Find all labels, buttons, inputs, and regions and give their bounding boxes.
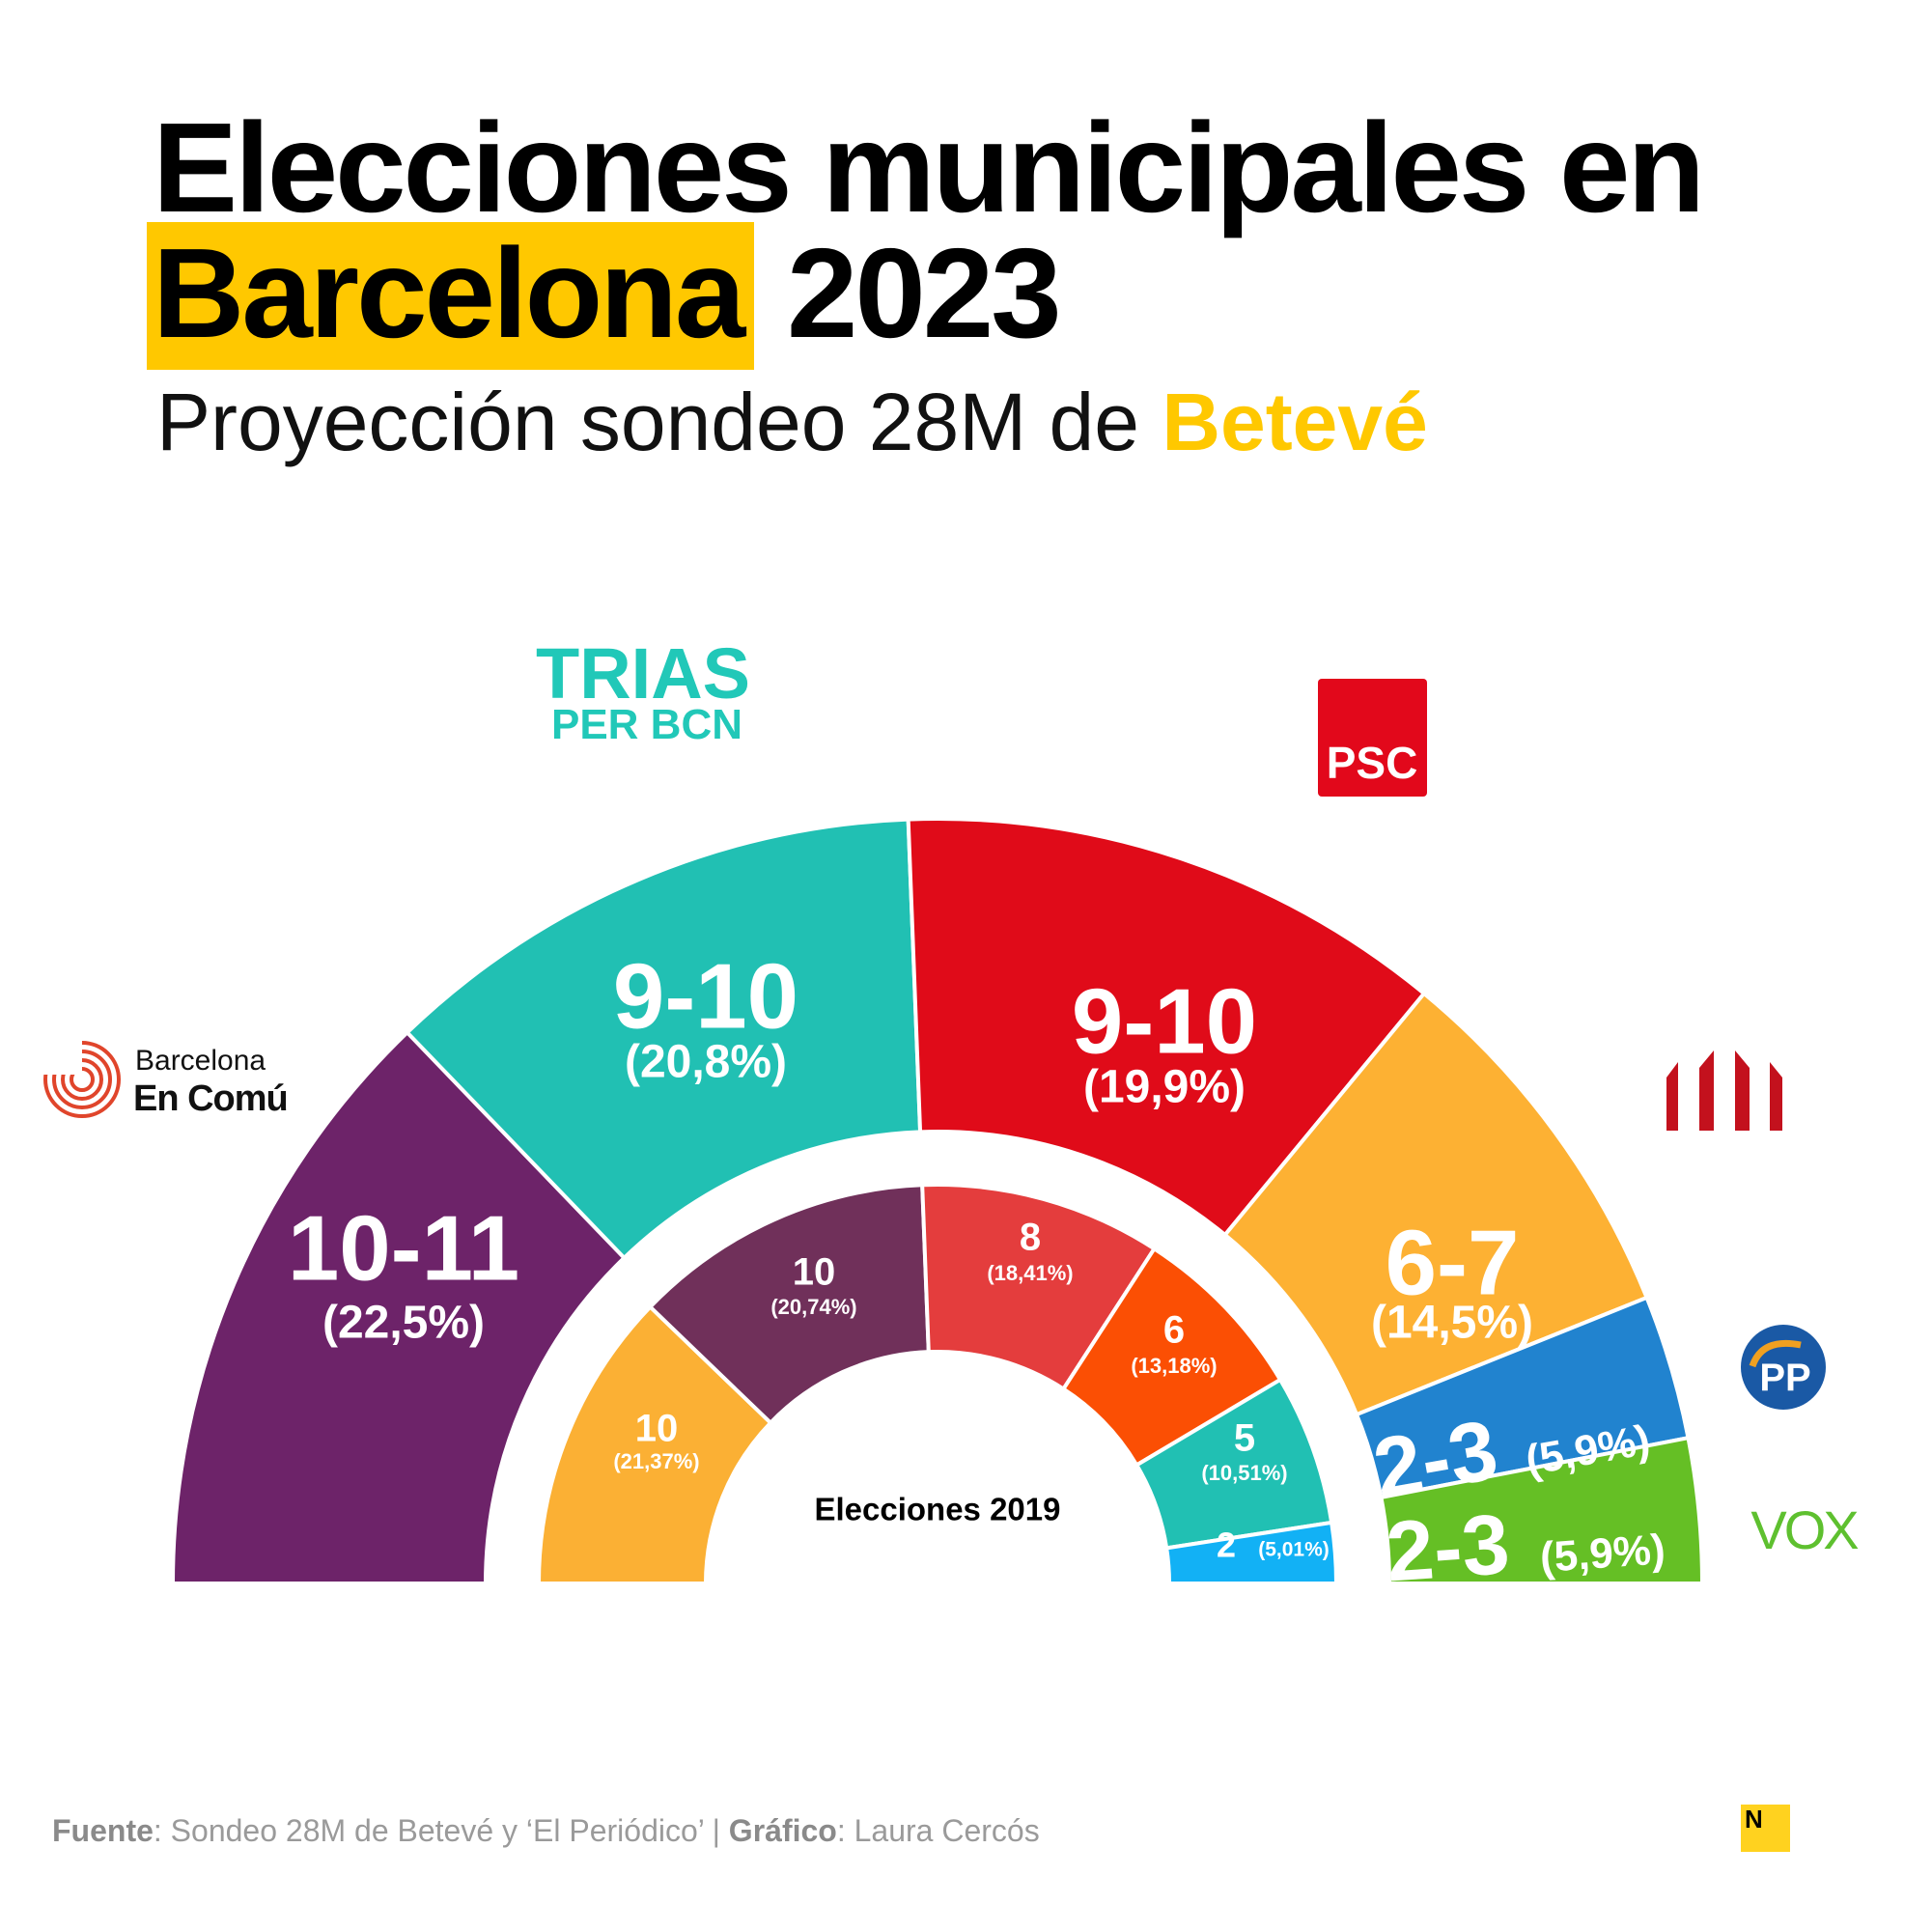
subtitle-text: Proyección sondeo 28M de xyxy=(156,377,1162,467)
svg-text:PER BCN: PER BCN xyxy=(551,701,742,748)
svg-text:En Comú: En Comú xyxy=(133,1078,288,1119)
pct-label-2023: (5,9%) xyxy=(1538,1526,1666,1582)
seat-label-2023: 9-10 xyxy=(613,944,798,1048)
seat-label-2023: 6-7 xyxy=(1386,1211,1520,1314)
trias-logo: TRIAS PER BCN xyxy=(536,633,750,748)
seat-label-2019: 8 xyxy=(1020,1217,1041,1259)
pct-label-2023: (19,9%) xyxy=(1083,1062,1246,1113)
pct-label-2019: (13,18%) xyxy=(1131,1354,1217,1378)
bcomu-logo: Barcelona En Comú xyxy=(43,1041,289,1119)
title-line-1: Elecciones municipales en xyxy=(153,97,1705,238)
subtitle-brand: Betevé xyxy=(1162,377,1428,467)
subtitle: Proyección sondeo 28M de Betevé xyxy=(156,381,1428,462)
pct-label-2019: (18,41%) xyxy=(987,1261,1073,1285)
seat-label-2019: 6 xyxy=(1163,1309,1185,1352)
slice-labels: 10-11(22,5%)9-10(20,8%) 9-10(19,9%)6-7(14… xyxy=(288,944,1666,1599)
svg-text:PP: PP xyxy=(1759,1357,1810,1399)
pct-label-2023: (20,8%) xyxy=(625,1037,787,1088)
center-label: Elecciones 2019 xyxy=(814,1492,1060,1527)
footer-credits: Fuente: Sondeo 28M de Betevé y ‘El Perió… xyxy=(52,1813,1040,1848)
psc-logo: PSC xyxy=(1318,679,1427,797)
pp-logo: PP xyxy=(1741,1325,1826,1410)
seat-label-2019: 5 xyxy=(1234,1417,1255,1460)
vox-logo: VOX xyxy=(1750,1499,1859,1560)
pct-label-2023: (14,5%) xyxy=(1371,1298,1533,1349)
slice-2023-0 xyxy=(170,1029,628,1585)
erc-logo xyxy=(1666,1050,1782,1131)
title-highlight: Barcelona xyxy=(147,222,755,370)
svg-text:PSC: PSC xyxy=(1327,738,1418,788)
seat-label-2023: 2-3 xyxy=(1384,1496,1513,1600)
seat-label-2023: 10-11 xyxy=(288,1196,519,1300)
pct-label-2023: (22,5%) xyxy=(322,1298,485,1349)
seat-label-2023: 2-3 xyxy=(1367,1401,1504,1517)
title-line-2: Barcelona 2023 xyxy=(147,222,1062,370)
pct-label-2019: (10,51%) xyxy=(1201,1461,1287,1485)
pct-label-2019: (5,01%) xyxy=(1258,1539,1330,1561)
svg-text:TRIAS: TRIAS xyxy=(536,633,750,714)
svg-text:Barcelona: Barcelona xyxy=(135,1045,266,1077)
slice-2023-1 xyxy=(404,817,923,1261)
inner-ring-2019 xyxy=(536,1182,1339,1585)
outer-ring-2023 xyxy=(170,817,1705,1585)
slice-2023-2 xyxy=(906,817,1427,1238)
title-year: 2023 xyxy=(786,222,1062,364)
slice-2023-5 xyxy=(1379,1435,1705,1585)
publisher-logo: N xyxy=(1741,1805,1790,1852)
pct-label-2019: (21,37%) xyxy=(613,1449,699,1473)
pct-label-2019: (20,74%) xyxy=(770,1295,856,1319)
seat-label-2019: 10 xyxy=(793,1251,836,1294)
seat-label-2019: 10 xyxy=(635,1408,679,1450)
seat-label-2023: 9-10 xyxy=(1072,969,1257,1073)
slice-2019-5 xyxy=(1163,1520,1339,1585)
seat-label-2019: 2 xyxy=(1217,1526,1236,1565)
